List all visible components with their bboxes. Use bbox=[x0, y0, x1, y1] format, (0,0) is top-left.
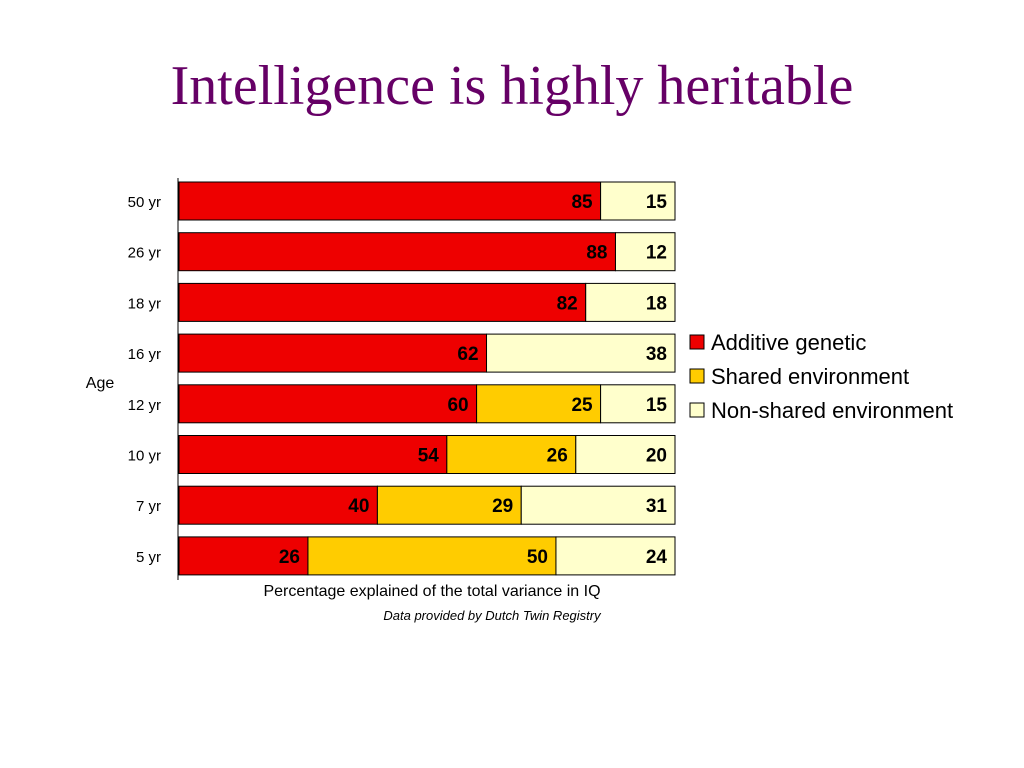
category-tick-label: 18 yr bbox=[128, 295, 161, 312]
bar-segment bbox=[585, 282, 676, 322]
category-ticks: 50 yr 26 yr 18 yr 16 yr 12 yr 10 yr 7 yr 5 yr bbox=[128, 194, 161, 566]
data-label: 38 bbox=[646, 344, 667, 365]
bar-segment bbox=[600, 181, 676, 221]
category-tick-label: 5 yr bbox=[136, 549, 161, 566]
bar-segment bbox=[178, 435, 448, 474]
category-tick-label: 7 yr bbox=[136, 498, 161, 515]
bar-segment bbox=[178, 282, 587, 322]
legend-swatch bbox=[689, 368, 705, 384]
data-label: 15 bbox=[646, 192, 668, 213]
category-tick-label: 26 yr bbox=[128, 245, 161, 262]
bar-segment bbox=[555, 536, 676, 576]
x-axis-title: Percentage explained of the total varian… bbox=[263, 583, 600, 600]
data-label: 40 bbox=[348, 496, 369, 517]
bar-segment bbox=[178, 384, 478, 424]
legend-label: Additive genetic bbox=[711, 330, 866, 355]
bar-segment bbox=[575, 435, 676, 474]
bar-segment bbox=[520, 485, 676, 525]
data-label: 85 bbox=[571, 192, 593, 213]
bar-segment bbox=[307, 536, 557, 576]
category-tick-label: 50 yr bbox=[128, 194, 161, 211]
bar-segment bbox=[376, 485, 522, 525]
bar-segment bbox=[178, 485, 378, 525]
data-label: 54 bbox=[418, 446, 440, 467]
data-label: 12 bbox=[646, 243, 667, 264]
data-label: 25 bbox=[571, 395, 593, 416]
y-axis-title: Age bbox=[86, 375, 115, 392]
data-label: 62 bbox=[457, 344, 478, 365]
data-label: 82 bbox=[557, 293, 578, 314]
chart-legend: Additive genetic Shared environment Non-sh… bbox=[689, 330, 953, 423]
bars-layer: 85 15 88 12 82 18 62 38 60 25 15 54 26 20 40 29 31 26 50 24 bbox=[178, 181, 676, 576]
legend-swatch bbox=[689, 334, 705, 350]
chart-caption: Data provided by Dutch Twin Registry bbox=[383, 608, 602, 623]
bar-segment bbox=[614, 232, 676, 272]
bar-segment bbox=[178, 181, 602, 221]
bar-segment bbox=[600, 384, 676, 424]
data-label: 15 bbox=[646, 395, 668, 416]
data-label: 31 bbox=[646, 496, 668, 517]
data-label: 20 bbox=[646, 446, 667, 467]
data-label: 26 bbox=[279, 547, 300, 568]
data-label: 24 bbox=[646, 547, 668, 568]
bar-segment bbox=[178, 232, 616, 272]
data-label: 18 bbox=[646, 293, 667, 314]
category-tick-label: 16 yr bbox=[128, 346, 161, 363]
legend-swatch bbox=[689, 402, 705, 418]
bar-segment bbox=[178, 333, 488, 373]
data-label: 60 bbox=[447, 395, 468, 416]
bar-segment bbox=[486, 333, 676, 373]
slide-title: Intelligence is highly heritable bbox=[170, 55, 854, 117]
category-tick-label: 12 yr bbox=[128, 397, 161, 414]
category-tick-label: 10 yr bbox=[128, 448, 161, 465]
bar-segment bbox=[476, 384, 602, 424]
data-label: 29 bbox=[492, 496, 513, 517]
data-label: 26 bbox=[547, 446, 568, 467]
data-label: 50 bbox=[527, 547, 548, 568]
legend-label: Shared environment bbox=[711, 364, 909, 389]
bar-segment bbox=[178, 536, 309, 576]
legend-label: Non-shared environment bbox=[711, 398, 953, 423]
data-label: 88 bbox=[586, 243, 607, 264]
